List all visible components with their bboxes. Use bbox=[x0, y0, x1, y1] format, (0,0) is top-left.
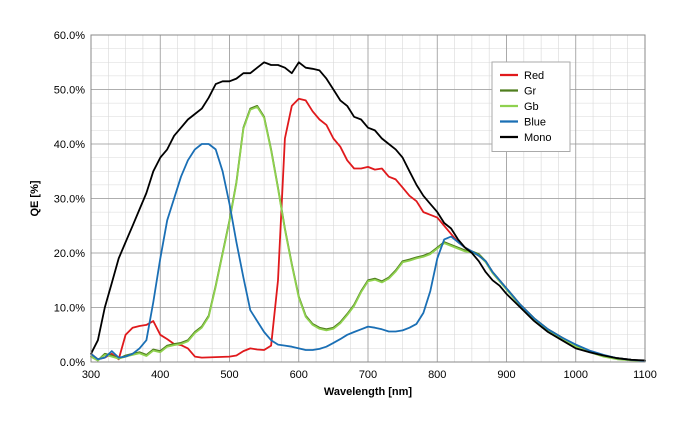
x-tick-label: 1000 bbox=[564, 369, 588, 381]
y-tick-label: 10.0% bbox=[54, 303, 85, 315]
x-tick-label: 1100 bbox=[633, 369, 657, 381]
x-tick-label: 800 bbox=[428, 369, 446, 381]
x-tick-label: 900 bbox=[497, 369, 515, 381]
y-axis-label: QE [%] bbox=[29, 180, 41, 216]
series-line-mono bbox=[90, 61, 646, 362]
x-tick-label: 500 bbox=[220, 369, 238, 381]
y-tick-label: 40.0% bbox=[54, 139, 85, 151]
y-tick-label: 30.0% bbox=[54, 194, 85, 206]
series-line-blue bbox=[90, 143, 646, 362]
legend-label-mono: Mono bbox=[524, 132, 552, 144]
x-axis-label: Wavelength [nm] bbox=[324, 386, 413, 398]
x-tick-label: 600 bbox=[290, 369, 308, 381]
y-tick-labels: 0.0% 10.0% 20.0% 30.0% 40.0% 50.0% 60.0% bbox=[54, 30, 85, 369]
y-tick-label: 0.0% bbox=[60, 357, 85, 369]
legend-label-red: Red bbox=[524, 70, 544, 82]
x-tick-label: 300 bbox=[82, 369, 100, 381]
plot-frame bbox=[90, 34, 646, 363]
y-tick-label: 60.0% bbox=[54, 30, 85, 42]
legend: Red Gr Gb Blue Mono bbox=[491, 61, 571, 152]
y-tick-label: 20.0% bbox=[54, 248, 85, 260]
legend-label-gr: Gr bbox=[524, 86, 537, 98]
series-lines bbox=[90, 61, 646, 362]
y-tick-label: 50.0% bbox=[54, 85, 85, 97]
legend-label-gb: Gb bbox=[524, 101, 539, 113]
x-tick-label: 700 bbox=[359, 369, 377, 381]
x-tick-labels: 300 400 500 600 700 800 900 1000 1100 bbox=[82, 369, 657, 381]
x-tick-label: 400 bbox=[151, 369, 169, 381]
legend-label-blue: Blue bbox=[524, 117, 546, 129]
